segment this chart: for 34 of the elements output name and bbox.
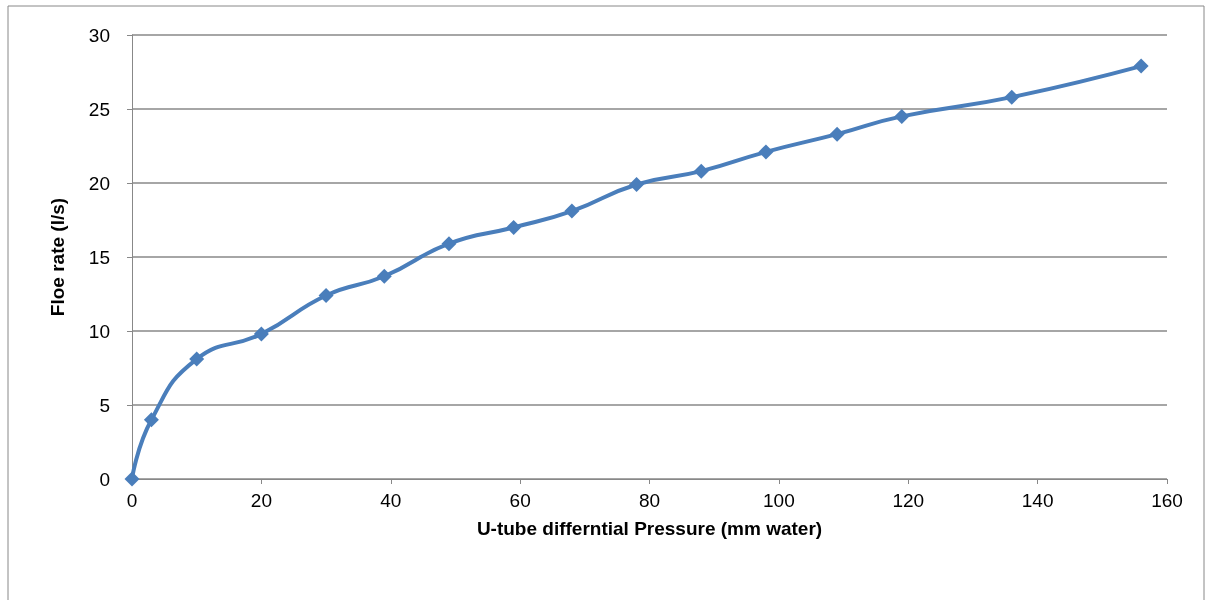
point: [1004, 89, 1020, 105]
point: [253, 326, 269, 342]
x-tick-label: 120: [892, 490, 925, 511]
point: [189, 351, 205, 367]
y-tick-label: 20: [88, 172, 110, 194]
point: [143, 412, 159, 428]
point: [758, 144, 774, 160]
point: [894, 108, 910, 124]
y-tick-label: 10: [88, 320, 110, 342]
y-tick-label: 25: [88, 98, 110, 120]
point: [318, 287, 334, 303]
x-tick-label: 0: [126, 490, 138, 511]
x-tick-label: 160: [1151, 490, 1183, 511]
y-axis-title: Floe rate (l/s): [47, 197, 68, 317]
point: [693, 163, 709, 179]
x-tick-label: 140: [1021, 490, 1054, 511]
point: [829, 126, 845, 142]
point: [506, 219, 522, 235]
x-tick-label: 20: [250, 490, 272, 511]
x-tick-label: 80: [638, 490, 661, 511]
point: [376, 268, 392, 284]
point: [124, 471, 140, 487]
point: [441, 236, 457, 252]
x-tick-label: 40: [380, 490, 402, 511]
y-tick-label: 5: [99, 394, 110, 416]
y-tick-label: 0: [99, 468, 110, 490]
x-tick-label: 100: [763, 490, 795, 511]
y-tick-label: 15: [88, 246, 110, 268]
y-tick-label: 30: [88, 24, 110, 46]
x-tick-label: 60: [509, 490, 531, 511]
point: [629, 176, 645, 192]
point: [1133, 58, 1149, 74]
point: [564, 203, 580, 219]
x-axis-title: U-tube differntial Pressure (mm water): [476, 518, 823, 539]
